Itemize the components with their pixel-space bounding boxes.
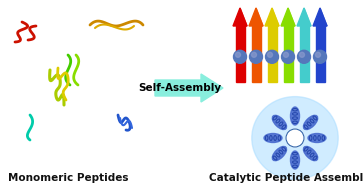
Bar bbox=[284, 26, 293, 82]
Bar bbox=[315, 26, 325, 82]
Polygon shape bbox=[240, 8, 247, 26]
Polygon shape bbox=[304, 8, 311, 26]
Polygon shape bbox=[313, 8, 327, 26]
Polygon shape bbox=[249, 8, 263, 26]
Circle shape bbox=[249, 50, 262, 63]
Text: Monomeric Peptides: Monomeric Peptides bbox=[8, 173, 128, 183]
Polygon shape bbox=[272, 8, 279, 26]
Circle shape bbox=[233, 50, 246, 63]
Circle shape bbox=[236, 52, 241, 57]
Circle shape bbox=[315, 52, 321, 57]
Ellipse shape bbox=[272, 115, 286, 129]
Circle shape bbox=[299, 52, 305, 57]
Ellipse shape bbox=[252, 97, 338, 179]
Ellipse shape bbox=[308, 133, 326, 143]
Polygon shape bbox=[288, 8, 295, 26]
Polygon shape bbox=[297, 8, 311, 26]
Ellipse shape bbox=[303, 115, 318, 129]
Polygon shape bbox=[281, 8, 295, 26]
Ellipse shape bbox=[272, 146, 286, 161]
Polygon shape bbox=[320, 8, 327, 26]
Text: Self-Assembly: Self-Assembly bbox=[138, 83, 221, 93]
Bar bbox=[268, 26, 277, 82]
Circle shape bbox=[286, 129, 304, 147]
Ellipse shape bbox=[264, 133, 282, 143]
Text: Catalytic Peptide Assemblies: Catalytic Peptide Assemblies bbox=[209, 173, 363, 183]
Circle shape bbox=[284, 52, 289, 57]
Circle shape bbox=[298, 50, 310, 63]
Circle shape bbox=[281, 50, 294, 63]
Circle shape bbox=[314, 50, 326, 63]
Circle shape bbox=[252, 52, 257, 57]
Ellipse shape bbox=[290, 107, 299, 125]
Circle shape bbox=[265, 50, 278, 63]
Polygon shape bbox=[265, 8, 279, 26]
Polygon shape bbox=[256, 8, 263, 26]
Bar bbox=[252, 26, 261, 82]
Ellipse shape bbox=[290, 151, 299, 169]
Circle shape bbox=[268, 52, 273, 57]
Ellipse shape bbox=[303, 146, 318, 161]
Bar bbox=[236, 26, 245, 82]
Bar bbox=[299, 26, 309, 82]
Polygon shape bbox=[233, 8, 247, 26]
FancyArrow shape bbox=[155, 74, 223, 102]
